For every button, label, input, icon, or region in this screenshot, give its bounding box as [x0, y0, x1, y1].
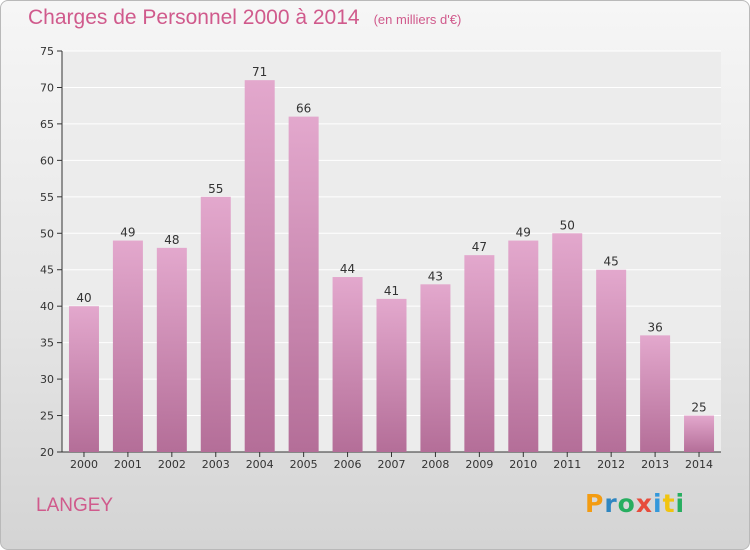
y-tick-label: 45: [40, 264, 54, 277]
bar: [244, 80, 275, 452]
x-tick-label: 2005: [290, 458, 318, 471]
y-tick-label: 20: [40, 446, 54, 459]
bar: [596, 269, 627, 452]
x-tick-label: 2014: [685, 458, 713, 471]
x-tick-label: 2006: [334, 458, 362, 471]
x-tick-label: 2009: [465, 458, 493, 471]
bar-value-label: 48: [164, 233, 179, 247]
y-tick-label: 50: [40, 227, 54, 240]
y-tick-label: 35: [40, 337, 54, 350]
bar-value-label: 49: [120, 226, 135, 240]
logo-letter: o: [617, 489, 636, 518]
bar: [640, 335, 671, 452]
bar-value-label: 44: [340, 262, 355, 276]
logo-letter: x: [635, 489, 653, 518]
y-tick-label: 30: [40, 373, 54, 386]
x-tick-label: 2012: [597, 458, 625, 471]
x-tick-label: 2010: [509, 458, 537, 471]
bar: [288, 116, 319, 453]
chart-subtitle: (en milliers d'€): [373, 12, 462, 27]
bar-value-label: 55: [208, 182, 223, 196]
y-tick-label: 25: [40, 410, 54, 423]
bar-value-label: 45: [604, 255, 619, 269]
x-tick-label: 2000: [70, 458, 98, 471]
logo-letter: t: [662, 489, 676, 518]
chart-title: Charges de Personnel 2000 à 2014 (en mill…: [28, 6, 461, 30]
x-tick-label: 2002: [158, 458, 186, 471]
bar: [552, 233, 583, 452]
x-tick-label: 2007: [378, 458, 406, 471]
y-tick-label: 70: [40, 81, 54, 94]
bar-value-label: 36: [647, 320, 662, 334]
logo-letter: r: [604, 489, 618, 518]
y-tick-label: 60: [40, 154, 54, 167]
proxiti-logo: Proxiti: [585, 489, 685, 518]
place-name: LANGEY: [36, 495, 114, 516]
y-tick-label: 65: [40, 118, 54, 131]
y-tick-label: 40: [40, 300, 54, 313]
bar: [156, 247, 187, 452]
bar-value-label: 49: [516, 226, 531, 240]
bar: [68, 306, 99, 452]
bar: [332, 277, 363, 452]
bar: [508, 240, 539, 452]
y-tick-label: 55: [40, 191, 54, 204]
bar-value-label: 25: [691, 401, 706, 415]
x-tick-label: 2011: [553, 458, 581, 471]
bar-value-label: 66: [296, 102, 311, 116]
bar: [464, 255, 495, 452]
bar-value-label: 50: [560, 218, 575, 232]
x-tick-label: 2008: [421, 458, 449, 471]
bar: [200, 196, 231, 452]
bar: [376, 298, 407, 452]
x-tick-label: 2004: [246, 458, 274, 471]
bar-value-label: 40: [76, 291, 91, 305]
bar: [112, 240, 143, 452]
bar-value-label: 41: [384, 284, 399, 298]
bar-value-label: 47: [472, 240, 487, 254]
y-tick-label: 75: [40, 45, 54, 58]
chart-title-text: Charges de Personnel 2000 à 2014: [28, 6, 360, 29]
logo-letter: i: [675, 489, 686, 518]
logo-letter: P: [585, 489, 605, 518]
bar-value-label: 43: [428, 269, 443, 283]
bar: [684, 415, 715, 452]
x-tick-label: 2013: [641, 458, 669, 471]
bar: [420, 284, 451, 452]
bar-value-label: 71: [252, 65, 267, 79]
x-tick-label: 2003: [202, 458, 230, 471]
logo-letter: i: [653, 489, 663, 518]
x-tick-label: 2001: [114, 458, 142, 471]
